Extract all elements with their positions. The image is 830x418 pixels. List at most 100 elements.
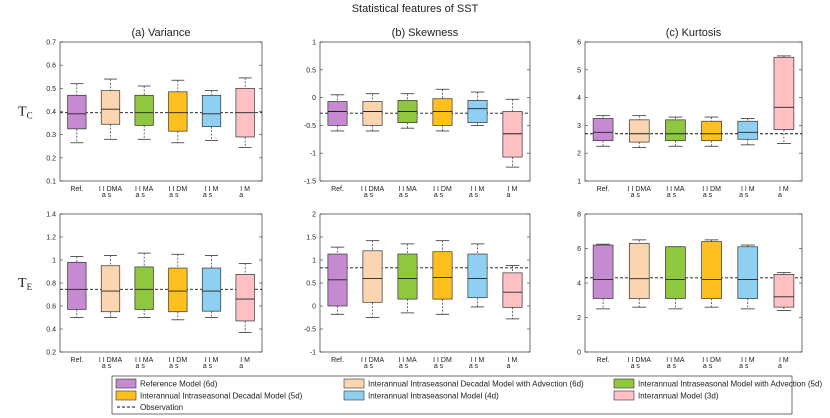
box-iqr (235, 274, 255, 322)
x-tick-label: I I MA (666, 357, 685, 364)
box-iqr (168, 91, 188, 132)
box-5 (201, 90, 222, 141)
x-tick-sub: a s (631, 363, 641, 370)
x-tick-sub: a s (135, 192, 145, 199)
y-tick-label: 1.4 (46, 212, 56, 219)
box-iqr (773, 274, 795, 308)
box-iqr (134, 266, 154, 310)
axes-frame (319, 213, 531, 353)
x-tick-sub: a (778, 192, 782, 199)
x-tick-sub: a s (102, 363, 112, 370)
box-6 (773, 55, 795, 144)
y-tick-label: 0.3 (46, 132, 56, 139)
box-3 (397, 243, 418, 314)
x-tick-label: I I DM (433, 357, 452, 364)
box-3 (665, 246, 686, 310)
y-tick-label: -0.5 (304, 327, 316, 334)
x-tick-label: I I M (471, 186, 485, 193)
y-tick-label: 1 (577, 179, 581, 186)
x-tick-label: Ref. (70, 357, 83, 364)
x-tick-label: I I DM (702, 186, 721, 193)
y-tick-label: 1 (312, 40, 316, 47)
box-2 (100, 254, 121, 318)
x-tick-label: I I MA (666, 186, 685, 193)
legend-label: Interannual Intraseasonal Model with Adv… (638, 380, 822, 389)
legend-observation-label: Observation (140, 403, 183, 412)
box-iqr (628, 119, 650, 143)
box-iqr (773, 56, 795, 130)
box-1 (592, 243, 614, 310)
y-tick-label: 0 (577, 350, 581, 357)
x-tick-label: I M (240, 186, 250, 193)
legend-label: Interannual Intraseasonal Model (4d) (368, 392, 499, 401)
box-5 (737, 244, 759, 310)
box-iqr (67, 94, 87, 130)
x-tick-label: I I DM (433, 186, 452, 193)
box-3 (134, 85, 154, 140)
y-tick-label: 3 (577, 123, 581, 130)
box-4 (701, 116, 722, 147)
y-tick-label: 6 (577, 40, 581, 47)
x-tick-label: I I M (205, 357, 219, 364)
box-1 (327, 246, 348, 315)
x-tick-sub: a s (399, 192, 409, 199)
row-label: TC (18, 105, 33, 121)
box-iqr (737, 120, 759, 140)
axes-frame (59, 213, 263, 353)
box-iqr (134, 94, 154, 126)
x-tick-sub: a s (739, 363, 749, 370)
box-2 (100, 78, 121, 140)
legend: Reference Model (6d) Interannual Intrasea… (111, 375, 822, 415)
x-tick-sub: a s (434, 363, 444, 370)
x-tick-label: I I DM (168, 186, 187, 193)
x-tick-sub: a s (135, 363, 145, 370)
x-tick-sub: a s (102, 192, 112, 199)
y-tick-label: 0 (312, 304, 316, 311)
y-tick-label: 4 (577, 281, 581, 288)
box-6 (773, 272, 795, 312)
legend-label: Reference Model (6d) (140, 380, 218, 389)
box-iqr (362, 101, 383, 126)
y-tick-label: 4 (577, 95, 581, 102)
x-tick-sub: a s (667, 363, 677, 370)
y-tick-label: 0.6 (46, 304, 56, 311)
y-tick-label: 0.7 (46, 40, 56, 47)
box-iqr (502, 272, 523, 308)
box-iqr (665, 246, 686, 299)
x-tick-sub: a s (667, 192, 677, 199)
y-tick-label: 0.6 (46, 63, 56, 70)
box-6 (235, 77, 255, 148)
box-iqr (592, 244, 614, 299)
box-5 (467, 243, 488, 308)
y-tick-label: 0.5 (306, 67, 316, 74)
box-iqr (701, 120, 722, 142)
x-tick-sub: a s (364, 192, 374, 199)
y-tick-label: 5 (577, 67, 581, 74)
x-tick-label: Ref. (331, 186, 344, 193)
x-tick-sub: a s (469, 363, 479, 370)
box-2 (628, 239, 650, 308)
y-tick-label: 0.8 (46, 281, 56, 288)
legend-swatch (343, 390, 365, 401)
box-1 (592, 115, 614, 147)
box-6 (502, 98, 523, 168)
box-4 (168, 79, 188, 144)
legend-swatch (343, 378, 365, 389)
x-tick-label: I M (508, 186, 518, 193)
row-label: TE (18, 276, 33, 292)
box-1 (67, 83, 87, 144)
y-tick-label: 2 (577, 315, 581, 322)
y-tick-label: 0.2 (46, 155, 56, 162)
y-tick-label: 8 (577, 212, 581, 219)
box-iqr (201, 94, 222, 127)
x-tick-label: I I M (471, 357, 485, 364)
box-6 (235, 263, 255, 333)
figure-title: Statistical features of SST (352, 3, 479, 15)
row-label-sub: E (27, 282, 33, 292)
box-6 (502, 265, 523, 320)
y-tick-label: -1 (310, 350, 316, 357)
x-tick-label: I M (779, 186, 789, 193)
y-tick-label: 0.4 (46, 327, 56, 334)
